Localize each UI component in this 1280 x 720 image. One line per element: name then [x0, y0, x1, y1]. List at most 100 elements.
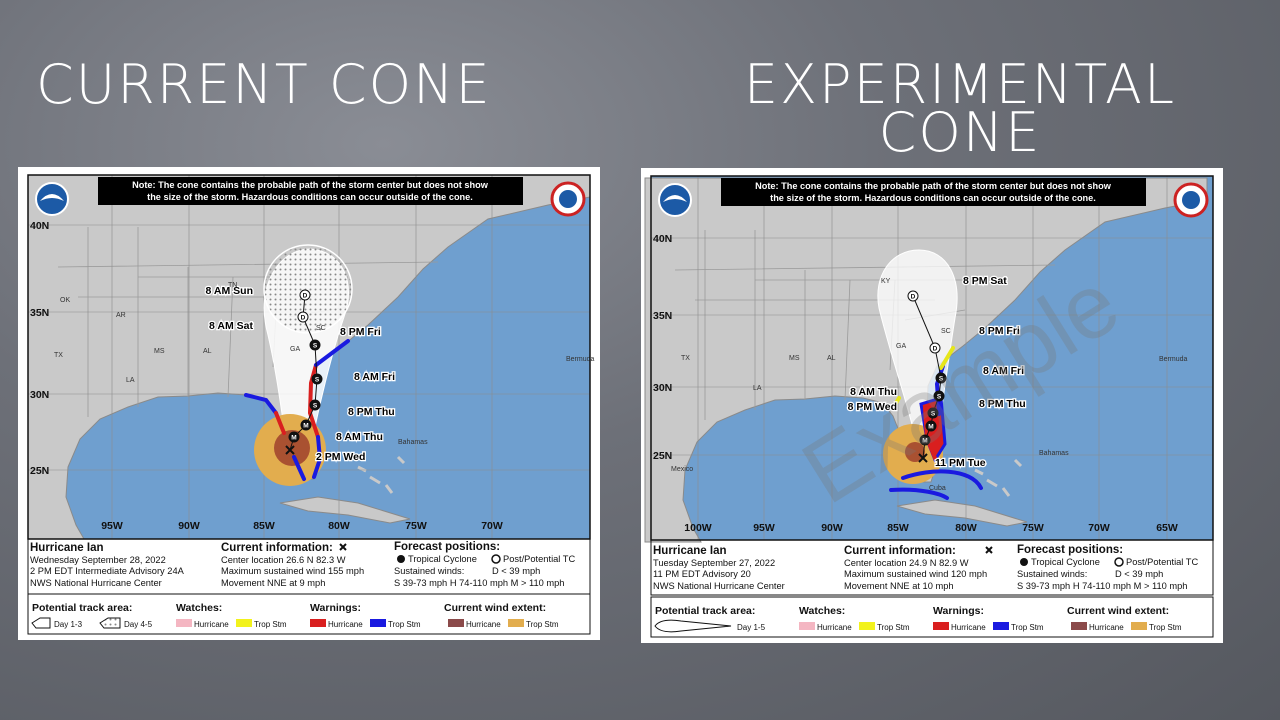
swatch: [859, 622, 875, 630]
forecast-label: 8 PM Fri: [979, 325, 1020, 337]
d-winds: D < 39 mph: [492, 566, 540, 576]
storm-point: [309, 339, 321, 351]
legend-item: Day 1-5: [737, 623, 766, 632]
storm-point-label: S: [931, 411, 936, 418]
bahamas: [357, 455, 406, 494]
legend-item: Trop Stm: [526, 620, 559, 629]
forecast-label: 8 PM Thu: [348, 406, 395, 418]
storm-point: [297, 311, 309, 323]
longitude-label: 95W: [753, 522, 775, 534]
place-label: TX: [681, 355, 690, 362]
date: Tuesday September 27, 2022: [653, 558, 775, 568]
storm-point: [929, 342, 941, 354]
forecast-label: 8 PM Thu: [979, 398, 1026, 410]
warning-line: [292, 455, 306, 481]
warning-line: [939, 346, 955, 370]
storm-point-label: D: [911, 294, 916, 301]
storm-point-label: M: [928, 424, 933, 431]
longitude-label: 70W: [481, 520, 503, 532]
tropical: Tropical Cyclone: [1031, 557, 1100, 567]
cuba: [896, 499, 1028, 527]
post: Post/Potential TC: [1126, 557, 1198, 567]
storm-point-label: S: [313, 403, 318, 410]
legend-item: Hurricane: [194, 620, 229, 629]
latitude-label: 40N: [653, 233, 672, 245]
swatch: [448, 619, 464, 627]
forecast-label: 8 AM Thu: [850, 386, 897, 398]
legend-item: Hurricane: [466, 620, 501, 629]
warning-line: [274, 411, 286, 435]
movement: Movement NNE at 9 mph: [221, 578, 325, 588]
location: Center location 24.9 N 82.9 W: [844, 558, 969, 568]
latitude-label: 30N: [653, 382, 672, 394]
current-position: [918, 453, 928, 463]
storm-point: [311, 373, 323, 385]
wind-extent-hurricane: [905, 442, 925, 462]
forecast-label: 8 AM Sun: [206, 285, 253, 297]
swatch: [993, 622, 1009, 630]
max-wind: Maximum sustained wind 120 mph: [844, 569, 987, 579]
latitude-label: 25N: [30, 465, 49, 477]
track-icon: [99, 617, 121, 629]
place-label: AL: [203, 348, 212, 355]
heading: EXPERIMENTAL: [743, 53, 1177, 116]
storm-point-label: D: [301, 315, 306, 322]
wind-scale: S 39-73 mph H 74-110 mph M > 110 mph: [394, 578, 564, 588]
longitude-label: 90W: [178, 520, 200, 532]
storm-point-label: M: [303, 423, 308, 430]
map: D D S S S MM 8 AM Sun 8 AM Sat 8 PM Fri 8 AM Fri 8…: [27, 174, 595, 540]
forecast-label: 8 PM Wed: [848, 401, 897, 413]
longitude-label: 95W: [101, 520, 123, 532]
storm-point: [309, 399, 321, 411]
post-icon: [1114, 557, 1124, 567]
wind-scale: S 39-73 mph H 74-110 mph M > 110 mph: [1017, 581, 1187, 591]
cone-day-4-5: [263, 244, 353, 334]
note: the size of the storm. Hazardous conditi…: [147, 192, 473, 202]
longitude-label: 85W: [253, 520, 275, 532]
movement: Movement NNE at 10 mph: [844, 581, 954, 591]
warning-line: [312, 435, 323, 479]
legend-frame: [27, 593, 591, 635]
note: the size of the storm. Hazardous conditi…: [770, 193, 1096, 203]
longitude-label: 65W: [1156, 522, 1178, 534]
place-label: Bermuda: [566, 356, 595, 363]
forecast-title: Forecast positions:: [1017, 544, 1123, 556]
forecast-label: 2 PM Wed: [316, 451, 365, 463]
nws-logo-inner: [1182, 191, 1200, 209]
note: Note: The cone contains the probable pat…: [755, 181, 1112, 191]
forecast-label: 8 AM Fri: [354, 371, 395, 383]
current-position: [285, 445, 295, 455]
place-label: Mexico: [671, 466, 693, 473]
storm-point: [925, 420, 937, 432]
storm-point: [300, 419, 312, 431]
legend-title: Potential track area:: [32, 602, 132, 614]
warning-line: [244, 393, 278, 415]
place-label: Cuba: [929, 485, 946, 492]
tropical-icon: [397, 555, 405, 563]
note: Note: The cone contains the probable pat…: [132, 180, 489, 190]
storm-name: Hurricane Ian: [30, 542, 104, 554]
place-label: GA: [290, 346, 300, 353]
storm-point-label: M: [922, 438, 927, 445]
place-label: AL: [827, 355, 836, 362]
place-label: GA: [896, 343, 906, 350]
place-label: LA: [126, 377, 135, 384]
place-label: TX: [54, 352, 63, 359]
forecast-label: 11 PM Tue: [935, 457, 986, 469]
forecast-title: Forecast positions:: [394, 541, 500, 553]
cuba: [279, 496, 411, 524]
swatch: [933, 622, 949, 630]
warning-line: [314, 339, 350, 367]
current-mark: [985, 546, 993, 554]
forecast-map: D D S S S MM 8 AM Sun 8 AM Sat 8 PM Fri 8 AM Fri 8…: [18, 167, 600, 640]
legend-item: Hurricane: [817, 623, 852, 632]
legend-item: Hurricane: [328, 620, 363, 629]
swatch: [370, 619, 386, 627]
longitude-label: 100W: [684, 522, 712, 534]
place-label: Bermuda: [1159, 356, 1188, 363]
current-title: Current information:: [221, 542, 333, 554]
storm-point-label: S: [313, 343, 318, 350]
legend-title: Current wind extent:: [1067, 605, 1169, 617]
storm-point: [935, 372, 947, 384]
